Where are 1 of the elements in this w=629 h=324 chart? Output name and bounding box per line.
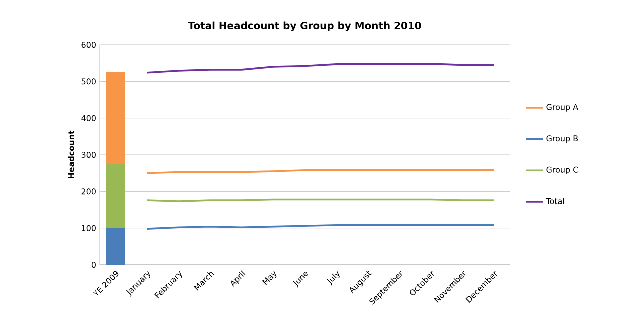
chart-title: Total Headcount by Group by Month 2010 <box>188 22 422 32</box>
